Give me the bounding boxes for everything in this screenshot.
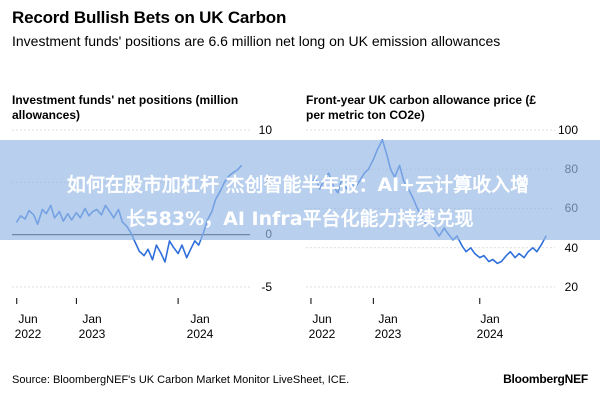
left-chart-panel: Investment funds' net positions (million… <box>12 93 272 341</box>
left-data-point <box>181 244 183 246</box>
article-headline-banner[interactable]: 如何在股市加杠杆 杰创智能半年报：AI+云计算收入增 长583%，AI Infr… <box>0 140 600 240</box>
source-note: Source: BloombergNEF's UK Carbon Market … <box>12 374 350 386</box>
right-y-tick-label: 40 <box>565 241 579 255</box>
left-data-point <box>138 250 140 252</box>
left-data-point <box>198 244 200 246</box>
right-data-point <box>523 257 525 259</box>
headline-line-2: 长583%，AI Infra平台化能力持续兑现 <box>126 208 474 230</box>
left-data-point <box>164 261 166 263</box>
left-chart-title-line2: allowances) <box>12 108 80 122</box>
left-x-tick-month: Jun <box>18 312 37 326</box>
right-data-point <box>474 253 476 255</box>
left-y-tick-label: 10 <box>259 123 273 137</box>
right-data-point <box>509 251 511 253</box>
right-data-point <box>461 245 463 247</box>
right-chart-title-line1: Front-year UK carbon allowance price (£ <box>306 93 536 107</box>
left-data-point <box>194 240 196 242</box>
right-y-tick-label: 20 <box>565 280 579 294</box>
right-data-point <box>541 243 543 245</box>
right-data-point <box>500 260 502 263</box>
headline-line-1: 如何在股市加杠杆 杰创智能半年报：AI+云计算收入增 <box>66 174 530 196</box>
chart-title: Record Bullish Bets on UK Carbon <box>12 8 287 27</box>
left-data-point <box>172 246 174 248</box>
left-x-tick-year: 2022 <box>15 327 42 341</box>
right-x-tick-month: Jun <box>312 312 331 326</box>
right-data-point <box>532 247 534 249</box>
left-data-point <box>143 255 145 257</box>
right-y-tick-label: 100 <box>558 123 578 137</box>
right-data-point <box>505 255 507 257</box>
right-data-point <box>514 257 516 259</box>
right-data-point <box>488 260 490 263</box>
left-data-point <box>190 248 192 250</box>
right-data-point <box>536 251 538 253</box>
right-x-tick-year: 2022 <box>309 327 336 341</box>
left-x-tick-year: 2023 <box>79 327 106 341</box>
brand-logo: BloombergNEF <box>503 372 588 386</box>
left-data-point <box>177 252 179 255</box>
left-data-point <box>134 242 137 244</box>
right-x-tick-year: 2024 <box>477 327 504 341</box>
right-data-point <box>496 262 498 264</box>
right-data-point <box>527 251 529 253</box>
left-data-point <box>151 259 154 261</box>
left-y-tick-label: -5 <box>261 280 272 294</box>
left-x-tick-month: Jan <box>190 312 209 326</box>
left-x-tick-month: Jan <box>82 312 101 326</box>
right-x-tick-year: 2023 <box>375 327 402 341</box>
right-data-point <box>483 255 485 257</box>
right-data-point <box>465 251 467 253</box>
right-chart-title-line2: per metric ton CO2e) <box>306 108 425 122</box>
right-data-point <box>479 257 481 259</box>
left-x-tick-year: 2024 <box>187 327 214 341</box>
chart-subtitle: Investment funds' positions are 6.6 mill… <box>12 33 501 49</box>
left-data-point <box>155 244 157 246</box>
right-data-point <box>470 247 472 249</box>
left-chart-title-line1: Investment funds' net positions (million <box>12 93 238 107</box>
left-data-point <box>147 248 149 250</box>
left-data-point <box>160 252 162 255</box>
right-data-point <box>518 253 520 255</box>
right-x-tick-month: Jan <box>480 312 499 326</box>
right-x-tick-month: Jan <box>378 312 397 326</box>
left-data-point <box>168 240 171 242</box>
left-data-point <box>186 257 188 259</box>
right-data-point <box>492 258 494 261</box>
